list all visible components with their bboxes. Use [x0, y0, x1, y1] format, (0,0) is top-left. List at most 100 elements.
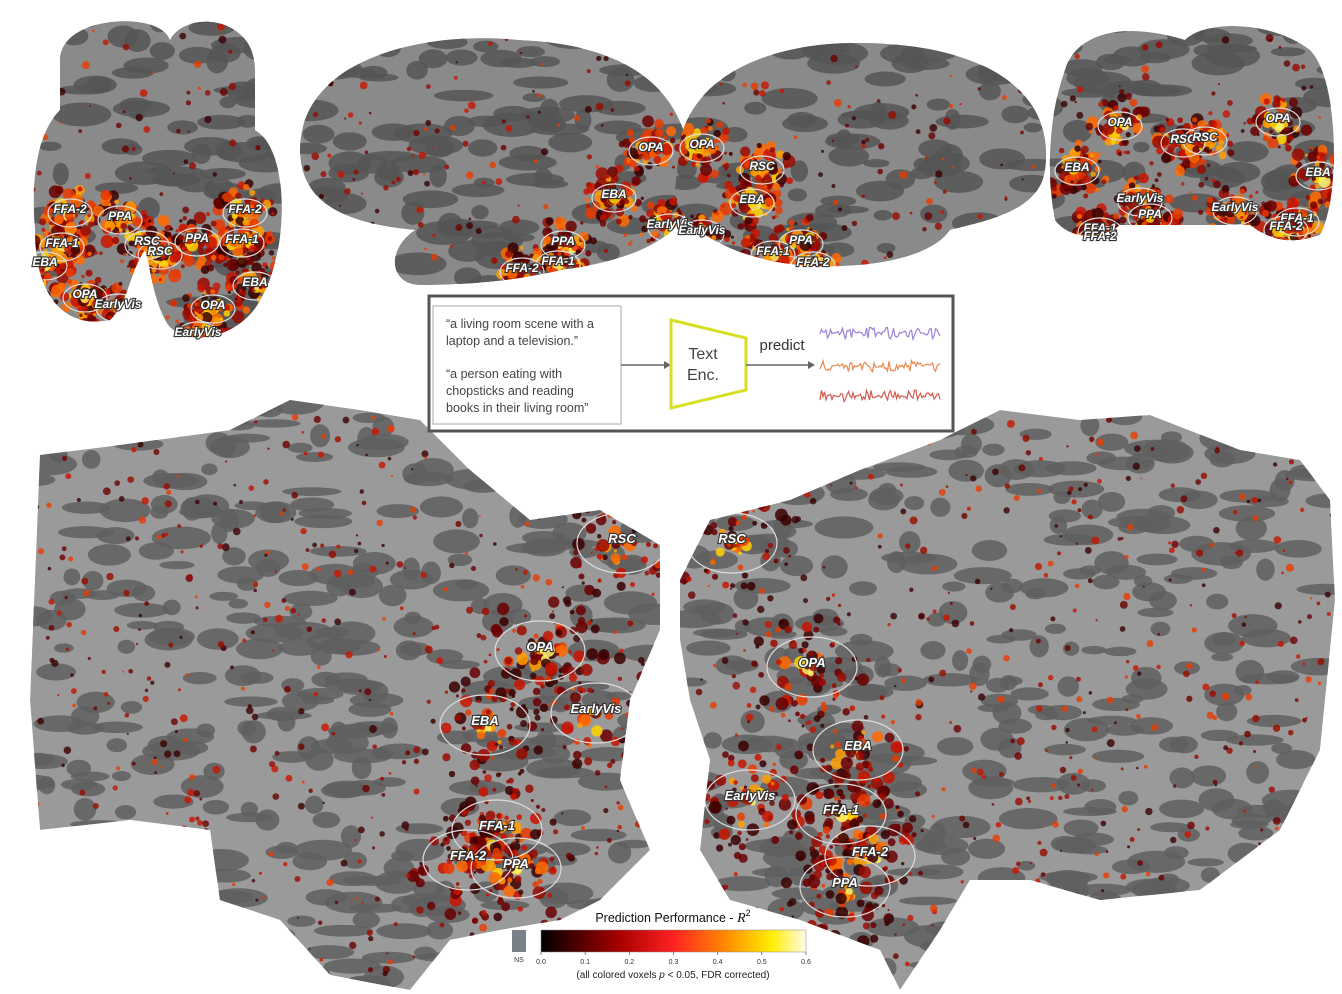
- activation: [1123, 140, 1127, 145]
- activation: [122, 229, 126, 233]
- activation: [193, 211, 207, 224]
- activation: [634, 483, 642, 490]
- activation: [242, 638, 247, 643]
- sulcus: [1206, 593, 1229, 610]
- activation: [219, 327, 226, 334]
- activation: [1207, 163, 1211, 167]
- sulcus: [981, 51, 1020, 67]
- activation: [179, 340, 190, 351]
- activation: [543, 203, 549, 210]
- activation: [1085, 255, 1090, 260]
- activation: [1166, 234, 1171, 239]
- sulcus: [779, 555, 814, 577]
- activation: [199, 797, 203, 801]
- activation: [37, 717, 44, 725]
- activation: [793, 135, 798, 139]
- sulcus: [347, 437, 405, 458]
- sulcus: [615, 454, 660, 465]
- activation: [87, 313, 94, 321]
- sulcus: [640, 956, 659, 970]
- activation: [861, 144, 866, 149]
- roi-outline: [39, 232, 85, 262]
- sulcus: [616, 839, 652, 849]
- sulcus: [922, 673, 978, 687]
- activation: [119, 325, 131, 337]
- activation: [1121, 238, 1129, 241]
- activation: [1099, 253, 1105, 259]
- sulcus: [1215, 916, 1243, 932]
- brain-view: [680, 410, 1335, 990]
- sulcus: [361, 951, 416, 964]
- activation: [616, 829, 620, 833]
- activation: [523, 569, 528, 575]
- activation: [181, 344, 193, 356]
- activation: [680, 241, 690, 250]
- activation: [374, 896, 381, 902]
- activation: [1222, 202, 1227, 207]
- activation: [287, 171, 291, 175]
- activation: [794, 222, 798, 226]
- activation: [536, 274, 545, 282]
- activation: [638, 656, 645, 664]
- activation: [57, 693, 60, 697]
- activation: [586, 154, 592, 160]
- activation: [317, 451, 325, 458]
- activation: [1081, 184, 1087, 191]
- activation: [1211, 91, 1216, 96]
- activation: [1226, 140, 1234, 147]
- roi-outline: [1255, 107, 1301, 137]
- activation: [1074, 100, 1077, 104]
- activation: [722, 127, 730, 135]
- activation: [218, 254, 225, 261]
- activation: [332, 267, 335, 270]
- activation: [594, 769, 601, 776]
- sulcus: [78, 401, 124, 411]
- activation: [1296, 168, 1307, 179]
- activation: [1216, 204, 1225, 212]
- activation: [382, 617, 386, 621]
- sulcus: [1274, 540, 1322, 558]
- activation: [548, 260, 554, 266]
- sulcus: [713, 876, 772, 892]
- sulcus: [764, 451, 808, 469]
- activation: [185, 100, 191, 106]
- activation: [470, 954, 474, 958]
- activation: [615, 218, 622, 225]
- activation: [1133, 175, 1139, 181]
- sulcus: [376, 923, 432, 940]
- activation: [444, 164, 450, 170]
- activation: [1304, 153, 1308, 157]
- activation: [616, 581, 626, 591]
- activation: [134, 270, 143, 279]
- activation: [118, 218, 122, 222]
- activation: [442, 815, 449, 822]
- activation: [638, 708, 644, 714]
- activation: [53, 299, 59, 305]
- activation: [615, 50, 624, 59]
- sulcus: [1282, 26, 1305, 44]
- activation: [596, 846, 599, 849]
- activation: [280, 512, 284, 516]
- activation: [210, 289, 216, 295]
- sulcus: [193, 848, 249, 872]
- activation: [190, 327, 201, 337]
- activation: [1097, 159, 1102, 164]
- activation: [1318, 175, 1331, 188]
- activation: [269, 939, 274, 944]
- activation: [223, 262, 228, 267]
- activation: [426, 84, 431, 89]
- sulcus: [327, 639, 381, 656]
- activation: [508, 688, 516, 697]
- activation: [262, 896, 266, 899]
- sulcus: [1044, 623, 1067, 634]
- activation: [586, 704, 598, 716]
- activation: [530, 656, 539, 666]
- sulcus: [1216, 963, 1249, 974]
- activation: [833, 199, 839, 205]
- activation: [208, 258, 213, 264]
- sulcus: [433, 529, 480, 554]
- activation: [461, 726, 466, 731]
- activation: [722, 229, 732, 239]
- activation: [1077, 251, 1081, 255]
- activation: [501, 119, 506, 124]
